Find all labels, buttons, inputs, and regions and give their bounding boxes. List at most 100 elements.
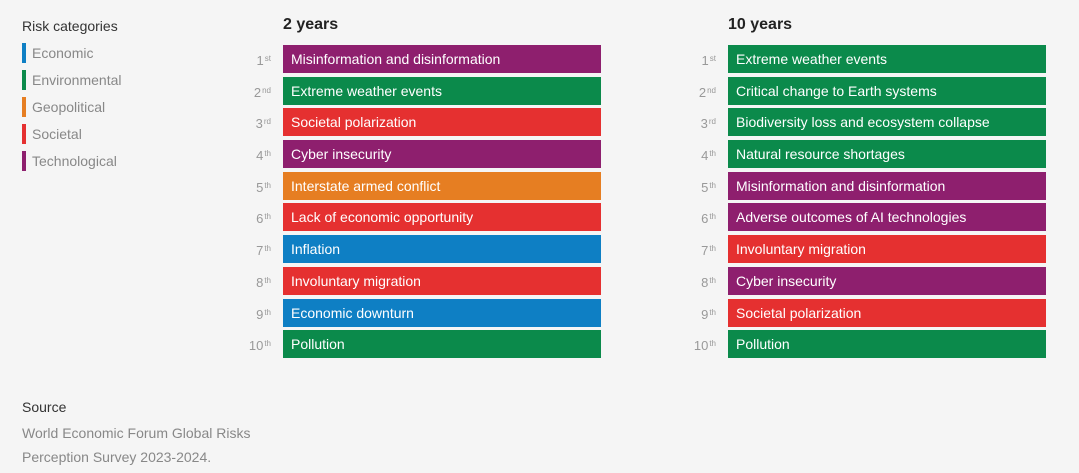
legend-item-geopolitical: Geopolitical bbox=[22, 97, 122, 117]
risk-bar: Cyber insecurity bbox=[283, 140, 601, 169]
source-line-2: Perception Survey 2023-2024. bbox=[22, 449, 212, 465]
rank-suffix: nd bbox=[707, 85, 716, 95]
legend-label: Societal bbox=[32, 126, 82, 142]
rank-suffix: th bbox=[264, 275, 271, 285]
rank-number: 10 bbox=[693, 338, 709, 354]
ranking-row: 3rd Biodiversity loss and ecosystem colla… bbox=[701, 108, 1046, 137]
rank-number: 3 bbox=[700, 116, 708, 132]
rank-suffix: th bbox=[709, 149, 716, 159]
ranking-row: 2nd Extreme weather events bbox=[254, 76, 601, 105]
legend: Risk categories Economic Environmental Geo… bbox=[22, 18, 122, 178]
risk-bar: Biodiversity loss and ecosystem collapse bbox=[728, 108, 1046, 137]
rank-suffix: th bbox=[264, 244, 271, 254]
rank-suffix: th bbox=[264, 149, 271, 159]
ranking-row: 6th Lack of economic opportunity bbox=[256, 203, 601, 232]
rank-suffix: nd bbox=[262, 85, 271, 95]
risk-bar: Natural resource shortages bbox=[728, 140, 1046, 169]
ranking-row: 9th Societal polarization bbox=[701, 298, 1046, 327]
rank-number: 7 bbox=[256, 243, 264, 259]
rank-suffix: st bbox=[709, 54, 716, 63]
source-title: Source bbox=[22, 399, 67, 415]
rank-number: 2 bbox=[253, 84, 262, 100]
rank-number: 2 bbox=[698, 84, 707, 100]
ranking-row: 1st Misinformation and disinformation bbox=[257, 45, 601, 73]
rank-suffix: th bbox=[264, 307, 271, 317]
ranking-row: 7th Involuntary migration bbox=[701, 235, 1046, 264]
rank-label: 4th bbox=[256, 140, 271, 168]
rank-number: 1 bbox=[701, 53, 709, 68]
rank-number: 9 bbox=[256, 306, 264, 322]
risk-bar: Adverse outcomes of AI technologies bbox=[728, 203, 1046, 232]
legend-item-environmental: Environmental bbox=[22, 70, 122, 90]
ranking-list-10-years: 1st Extreme weather events 2nd Critical cha… bbox=[694, 45, 1046, 359]
rank-suffix: th bbox=[264, 180, 271, 190]
rank-label: 1st bbox=[702, 45, 716, 73]
legend-label: Economic bbox=[32, 45, 94, 61]
rank-suffix: th bbox=[264, 212, 271, 222]
risk-bar: Lack of economic opportunity bbox=[283, 203, 601, 232]
rank-label: 9th bbox=[701, 299, 716, 327]
rank-label: 8th bbox=[256, 267, 271, 295]
rank-number: 1 bbox=[256, 53, 264, 68]
legend-title: Risk categories bbox=[22, 18, 118, 34]
rank-number: 6 bbox=[701, 211, 709, 227]
ranking-row: 10th Pollution bbox=[694, 330, 1046, 359]
ranking-row: 10th Pollution bbox=[249, 330, 601, 359]
rank-number: 4 bbox=[256, 148, 264, 164]
rank-label: 3rd bbox=[701, 108, 716, 136]
legend-item-economic: Economic bbox=[22, 43, 122, 63]
rank-number: 5 bbox=[256, 179, 264, 195]
rank-label: 7th bbox=[701, 235, 716, 263]
ranking-row: 8th Cyber insecurity bbox=[701, 266, 1046, 295]
risk-bar: Inflation bbox=[283, 235, 601, 264]
source: Source World Economic Forum Global Risks… bbox=[22, 399, 250, 469]
rank-label: 10th bbox=[249, 330, 271, 358]
rank-number: 5 bbox=[701, 179, 709, 195]
rank-suffix: th bbox=[709, 212, 716, 222]
legend-swatch bbox=[22, 43, 26, 63]
risk-bar: Cyber insecurity bbox=[728, 266, 1046, 295]
rank-number: 7 bbox=[701, 243, 709, 259]
risk-bar: Interstate armed conflict bbox=[283, 171, 601, 200]
ranking-10-years: 10 years 1st Extreme weather events 2nd Cri… bbox=[694, 16, 1046, 362]
ranking-row: 4th Cyber insecurity bbox=[256, 140, 601, 169]
legend-swatch bbox=[22, 124, 26, 144]
column-title-10-years: 10 years bbox=[728, 16, 793, 33]
rank-label: 7th bbox=[256, 235, 271, 263]
rank-label: 6th bbox=[701, 203, 716, 231]
legend-label: Geopolitical bbox=[32, 99, 106, 115]
rank-number: 10 bbox=[248, 338, 264, 354]
rank-number: 3 bbox=[255, 116, 263, 132]
rank-suffix: th bbox=[264, 339, 271, 349]
risk-bar: Pollution bbox=[728, 330, 1046, 359]
rank-suffix: th bbox=[709, 307, 716, 317]
risk-bar: Misinformation and disinformation bbox=[728, 171, 1046, 200]
rank-label: 8th bbox=[701, 267, 716, 295]
legend-swatch bbox=[22, 97, 26, 117]
source-line-1: World Economic Forum Global Risks bbox=[22, 425, 251, 441]
legend-label: Environmental bbox=[32, 72, 122, 88]
rank-suffix: st bbox=[264, 54, 271, 63]
rank-suffix: th bbox=[709, 244, 716, 254]
rank-label: 3rd bbox=[256, 108, 271, 136]
rank-suffix: th bbox=[709, 339, 716, 349]
rank-label: 1st bbox=[257, 45, 271, 73]
ranking-list-2-years: 1st Misinformation and disinformation 2nd E… bbox=[249, 45, 601, 359]
risk-bar: Involuntary migration bbox=[283, 266, 601, 295]
ranking-row: 6th Adverse outcomes of AI technologies bbox=[701, 203, 1046, 232]
rank-suffix: rd bbox=[263, 117, 271, 127]
ranking-2-years: 2 years 1st Misinformation and disinforma… bbox=[249, 16, 601, 362]
ranking-row: 4th Natural resource shortages bbox=[701, 140, 1046, 169]
rank-label: 6th bbox=[256, 203, 271, 231]
legend-swatch bbox=[22, 151, 26, 171]
legend-item-societal: Societal bbox=[22, 124, 122, 144]
risk-bar: Critical change to Earth systems bbox=[728, 76, 1046, 105]
legend-swatch bbox=[22, 70, 26, 90]
ranking-row: 5th Interstate armed conflict bbox=[256, 171, 601, 200]
ranking-row: 3rd Societal polarization bbox=[256, 108, 601, 137]
risk-bar: Extreme weather events bbox=[728, 45, 1046, 73]
risk-bar: Pollution bbox=[283, 330, 601, 359]
rank-number: 8 bbox=[256, 274, 264, 290]
risk-bar: Economic downturn bbox=[283, 298, 601, 327]
ranking-row: 1st Extreme weather events bbox=[702, 45, 1046, 73]
